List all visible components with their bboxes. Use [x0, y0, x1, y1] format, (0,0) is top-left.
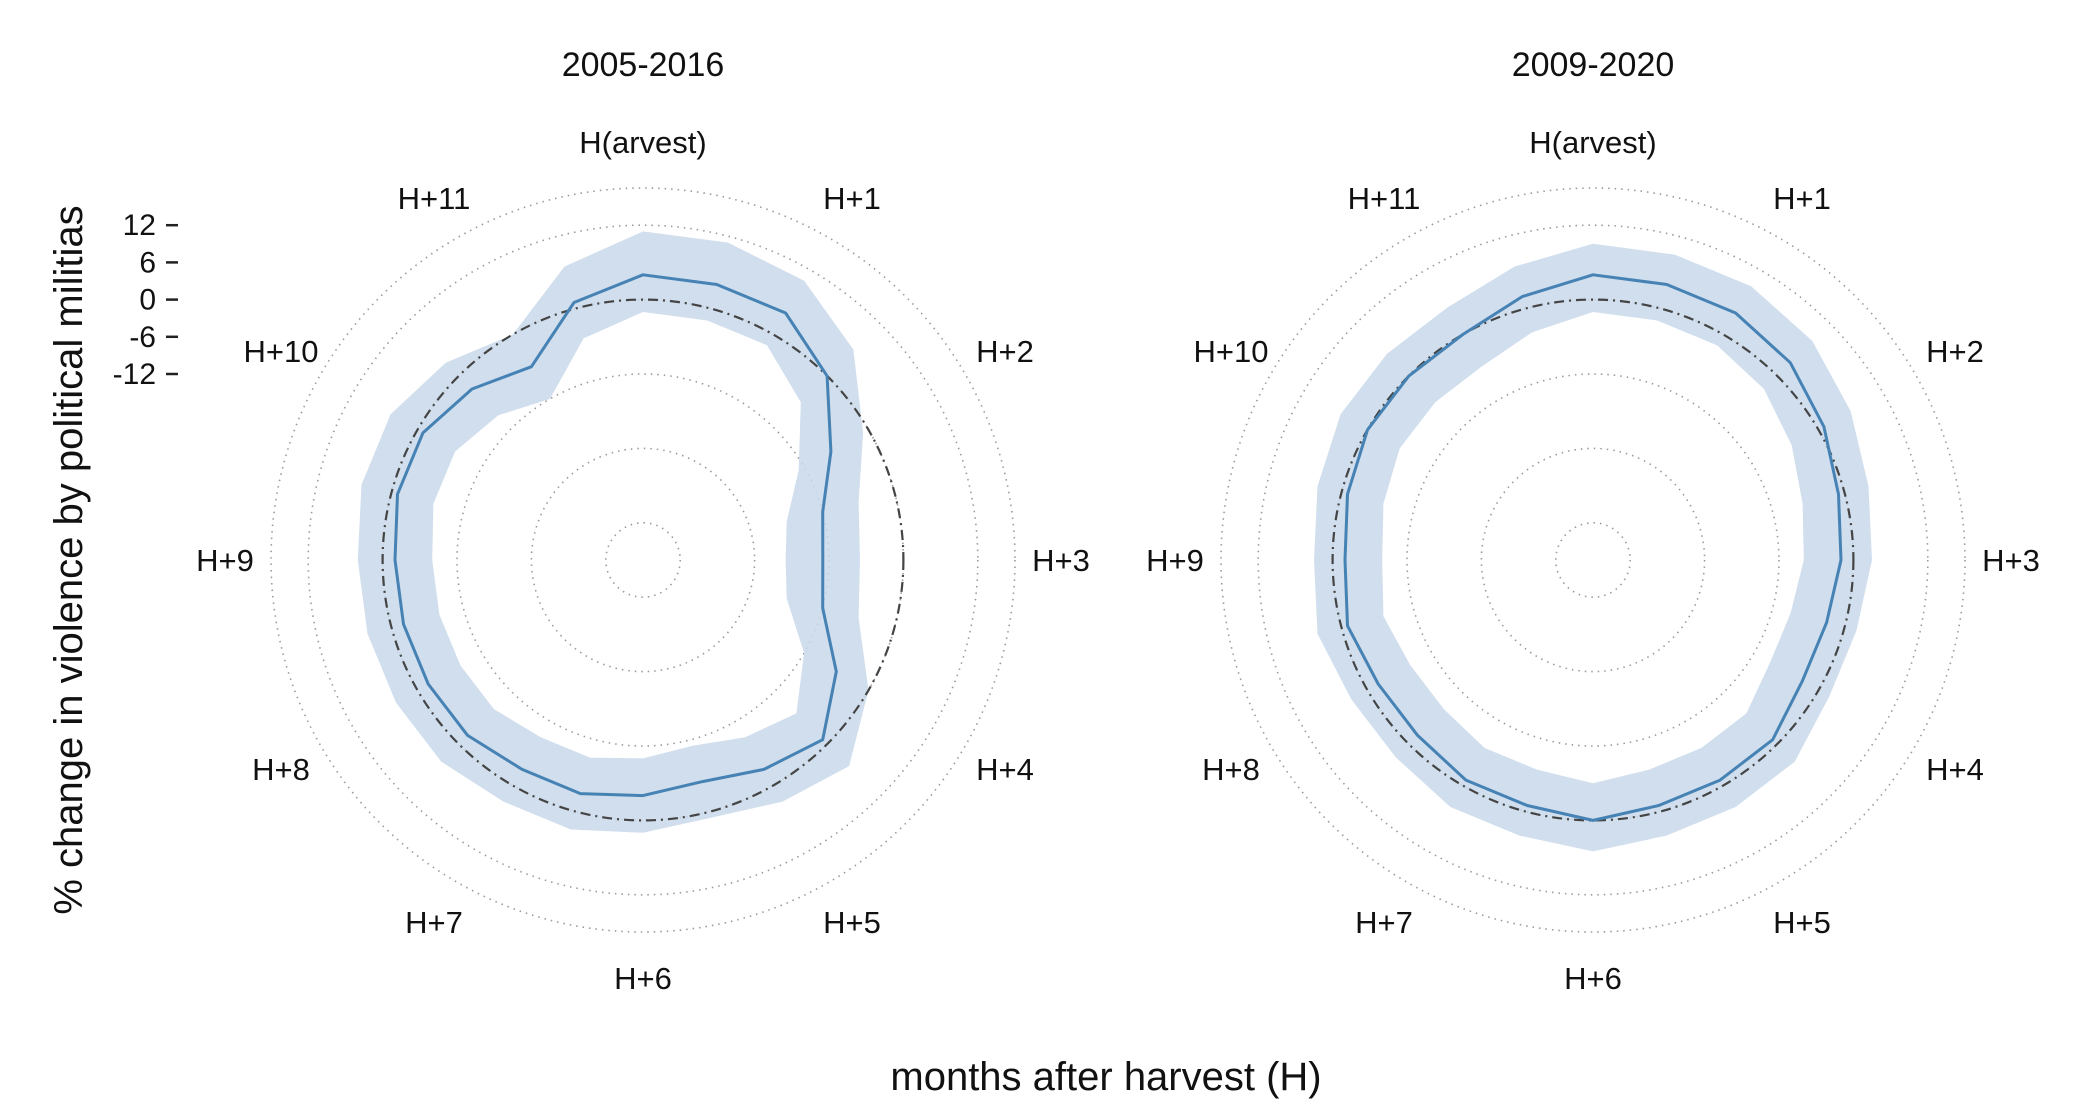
grid-ring [1220, 187, 1966, 933]
grid-ring [1406, 373, 1780, 747]
y-tick-label: 6 [139, 246, 156, 279]
panel-2005-2016: H(arvest) H+1 H+2 H+3 H+4 H+5 H+6 H+7 H+8 H+9 H+10… [196, 46, 1090, 996]
month-label: H+5 [1773, 905, 1831, 940]
grid-ring [530, 447, 756, 673]
month-label: H+2 [1926, 334, 1984, 369]
month-label: H+1 [823, 181, 881, 216]
estimate-line [1343, 273, 1843, 822]
month-label: H+9 [196, 543, 254, 578]
month-label: H+11 [398, 181, 471, 216]
grid-ring [604, 521, 681, 598]
month-label: H+10 [244, 334, 319, 369]
month-label: H+3 [1032, 543, 1090, 578]
grid-ring [1257, 224, 1929, 896]
grid-ring [270, 187, 1016, 933]
x-axis-title: months after harvest (H) [890, 1055, 1321, 1099]
y-axis-ticks: 12 6 0 -6 -12 [113, 209, 178, 391]
panel-title: 2009-2020 [1512, 46, 1675, 84]
zero-reference-circle [1331, 298, 1855, 822]
estimate-line [393, 273, 838, 798]
grid-ring [307, 224, 979, 896]
panel-2009-2020: H(arvest) H+1 H+2 H+3 H+4 H+5 H+6 H+7 H+8 H+9 H+10… [1146, 46, 2040, 996]
y-tick-label: 0 [139, 284, 156, 317]
month-label: H+6 [1564, 961, 1622, 996]
confidence-band [357, 231, 869, 833]
y-tick-label: -6 [129, 321, 156, 354]
y-tick-label: -12 [113, 358, 156, 391]
month-label: H(arvest) [1529, 125, 1656, 160]
grid-ring [1555, 521, 1632, 598]
month-label: H+9 [1146, 543, 1204, 578]
month-label: H+11 [1348, 181, 1421, 216]
month-label: H+6 [614, 961, 672, 996]
month-label: H(arvest) [579, 125, 706, 160]
month-label: H+10 [1194, 334, 1269, 369]
month-label: H+7 [1355, 905, 1413, 940]
confidence-band [1314, 243, 1872, 852]
y-tick-label: 12 [123, 209, 156, 242]
grid-ring [456, 373, 830, 747]
month-label: H+5 [823, 905, 881, 940]
month-label: H+3 [1982, 543, 2040, 578]
zero-reference-circle [381, 298, 905, 822]
month-label: H+4 [1926, 752, 1984, 787]
month-label: H+7 [405, 905, 463, 940]
month-label: H+4 [976, 752, 1034, 787]
month-label: H+8 [252, 752, 310, 787]
month-label: H+8 [1202, 752, 1260, 787]
panel-title: 2005-2016 [562, 46, 725, 84]
month-label: H+1 [1773, 181, 1831, 216]
month-label: H+2 [976, 334, 1034, 369]
grid-ring [1480, 447, 1706, 673]
y-axis-title: % change in violence by political militi… [47, 205, 91, 914]
